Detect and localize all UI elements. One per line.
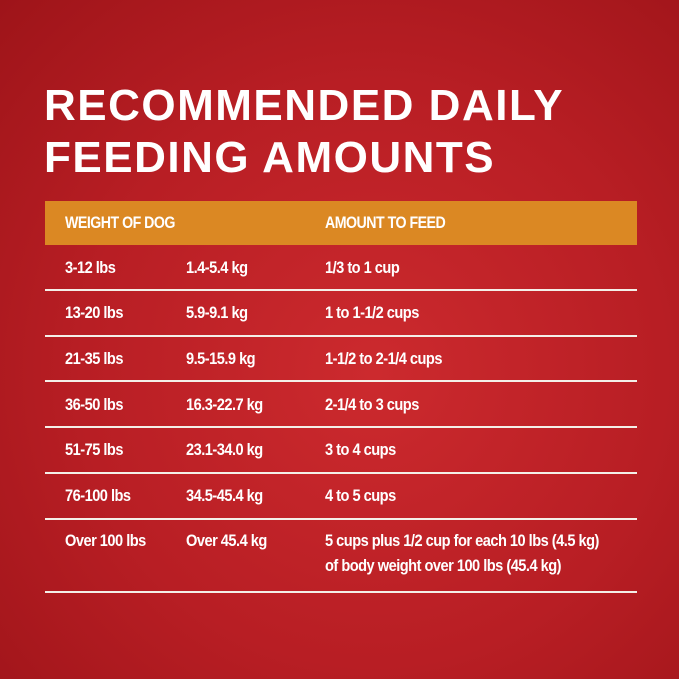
weight-lbs: 3-12 lbs [65,258,116,277]
amount-line-2: of body weight over 100 lbs (45.4 kg) [325,556,562,575]
header-amount: AMOUNT TO FEED [325,214,446,232]
weight-kg: Over 45.4 kg [186,531,267,550]
row-divider [45,472,637,474]
amount: 4 to 5 cups [325,486,396,505]
page-title: RECOMMENDED DAILY FEEDING AMOUNTS [44,80,564,184]
row-divider [45,518,637,520]
amount: 1/3 to 1 cup [325,258,400,277]
amount: 5 cups plus 1/2 cup for each 10 lbs (4.5… [325,531,599,550]
row-divider [45,335,637,337]
weight-kg: 34.5-45.4 kg [186,486,263,505]
weight-lbs: 13-20 lbs [65,303,123,322]
title-line-1: RECOMMENDED DAILY [44,81,565,130]
weight-kg: 1.4-5.4 kg [186,258,248,277]
weight-lbs: 36-50 lbs [65,395,123,414]
weight-kg: 5.9-9.1 kg [186,303,248,322]
weight-kg: 23.1-34.0 kg [186,440,263,459]
table-header: WEIGHT OF DOG AMOUNT TO FEED [45,201,637,245]
header-weight: WEIGHT OF DOG [65,214,175,232]
weight-lbs: 76-100 lbs [65,486,131,505]
weight-kg: 9.5-15.9 kg [186,349,256,368]
title-line-2: FEEDING AMOUNTS [44,133,496,182]
amount: 1 to 1-1/2 cups [325,303,419,322]
amount: 3 to 4 cups [325,440,396,459]
weight-lbs: 51-75 lbs [65,440,123,459]
row-divider [45,591,637,593]
weight-lbs: 21-35 lbs [65,349,123,368]
weight-kg: 16.3-22.7 kg [186,395,263,414]
row-divider [45,289,637,291]
amount: 1-1/2 to 2-1/4 cups [325,349,442,368]
weight-lbs: Over 100 lbs [65,531,146,550]
row-divider [45,426,637,428]
amount: 2-1/4 to 3 cups [325,395,419,414]
row-divider [45,380,637,382]
